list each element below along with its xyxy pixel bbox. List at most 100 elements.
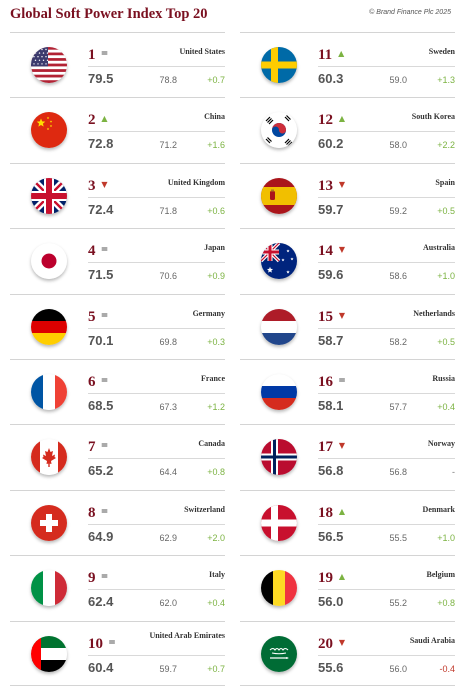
rank-value: 12 (318, 112, 333, 129)
rank-value: 3 (88, 177, 96, 194)
score-change: +0.8 (437, 598, 455, 609)
score-change: +0.6 (207, 205, 225, 216)
country-name: Spain (435, 177, 455, 187)
score-2024: 55.5 (389, 532, 407, 543)
row-divider (318, 327, 455, 329)
score-2025: 56.0 (318, 594, 344, 610)
rank-number: 17 ▼ (318, 438, 347, 455)
country-name: Germany (192, 308, 225, 318)
rank-unchanged-icon: = (100, 441, 109, 452)
rank-value: 10 (88, 635, 103, 652)
score-2025: 60.3 (318, 71, 344, 86)
flag-sweden-icon (261, 47, 297, 83)
score-change: - (452, 467, 455, 478)
rank-value: 20 (318, 635, 333, 652)
rank-unchanged-icon: = (338, 375, 346, 386)
score-2024: 56.8 (389, 467, 407, 478)
country-name: Switzerland (184, 504, 225, 514)
rank-value: 2 (88, 112, 96, 129)
ranking-row: 15 ▼ Netherlands 58.7 58.2 +0.5 (240, 293, 455, 359)
rank-up-icon: ▲ (101, 114, 108, 124)
country-name: Italy (209, 570, 225, 580)
score-change: +2.0 (207, 532, 225, 543)
flag-spain-icon (261, 177, 297, 214)
score-2024: 59.2 (389, 205, 407, 216)
flag-united-states-icon (31, 47, 67, 83)
flag-south-korea-icon (261, 112, 297, 149)
ranking-row: 11 ▲ Sweden 60.3 59.0 +1.3 (240, 32, 455, 97)
score-change: +0.5 (437, 336, 455, 347)
rank-number: 19 ▲ (318, 569, 347, 586)
row-divider (318, 458, 455, 460)
rank-down-icon: ▼ (338, 245, 346, 255)
score-2024: 64.4 (159, 467, 177, 478)
row-divider (318, 262, 455, 264)
rank-number: 7 = (88, 438, 110, 455)
ranking-row: 19 ▲ Belgium 56.0 55.2 +0.8 (240, 555, 455, 620)
score-2024: 62.9 (159, 532, 177, 543)
score-2025: 72.4 (88, 201, 114, 217)
row-divider (318, 66, 455, 67)
score-2024: 78.8 (159, 75, 177, 85)
ranking-row: 9 = Italy 62.4 62.0 +0.4 (10, 555, 225, 620)
rank-value: 8 (88, 504, 96, 521)
score-change: +0.7 (207, 663, 225, 674)
score-2024: 59.0 (389, 75, 407, 85)
rank-value: 5 (88, 308, 96, 325)
score-2024: 55.2 (389, 598, 407, 609)
row-divider (318, 131, 455, 133)
rank-number: 3 ▼ (88, 177, 110, 194)
score-2024: 62.0 (159, 598, 177, 609)
country-name: Canada (198, 439, 225, 449)
ranking-row: 4 = Japan 71.5 70.6 +0.9 (10, 228, 225, 293)
row-divider (88, 327, 225, 329)
score-2024: 57.7 (389, 401, 407, 412)
score-change: +0.4 (437, 401, 455, 412)
score-change: +2.2 (437, 140, 455, 151)
score-2025: 65.2 (88, 463, 114, 479)
score-2024: 59.7 (159, 663, 177, 674)
row-divider (88, 66, 225, 67)
flag-germany-icon (31, 308, 67, 345)
score-2025: 79.5 (88, 71, 114, 86)
score-2025: 56.5 (318, 528, 344, 544)
flag-uae-icon (31, 635, 67, 672)
flag-japan-icon (31, 243, 67, 280)
rank-number: 10 = (88, 635, 117, 652)
country-name: Saudi Arabia (409, 635, 455, 645)
country-name: Denmark (422, 504, 455, 514)
rank-unchanged-icon: = (100, 245, 109, 256)
score-2025: 55.6 (318, 659, 344, 675)
flag-italy-icon (31, 570, 67, 607)
rank-number: 18 ▲ (318, 504, 347, 521)
row-divider (318, 589, 455, 591)
ranking-row: 20 ▼ Saudi Arabia 55.6 56.0 -0.4 (240, 620, 455, 686)
score-change: -0.4 (439, 663, 455, 674)
row-divider (88, 262, 225, 264)
rank-up-icon: ▲ (338, 572, 346, 582)
country-name: France (201, 373, 225, 383)
score-2025: 62.4 (88, 594, 114, 610)
flag-denmark-icon (261, 504, 297, 541)
flag-norway-icon (261, 439, 297, 476)
country-name: United Kingdom (167, 177, 225, 187)
country-name: United States (179, 47, 225, 56)
score-2025: 56.8 (318, 463, 344, 479)
row-divider (318, 654, 455, 656)
score-2025: 71.5 (88, 267, 114, 283)
ranking-row: 18 ▲ Denmark 56.5 55.5 +1.0 (240, 489, 455, 555)
score-change: +1.0 (437, 271, 455, 282)
country-name: Russia (432, 373, 455, 383)
country-name: South Korea (411, 112, 455, 122)
flag-saudi-arabia-icon (261, 635, 297, 672)
row-divider (318, 392, 455, 394)
row-divider (318, 196, 455, 198)
ranking-row: 8 = Switzerland 64.9 62.9 +2.0 (10, 489, 225, 555)
flag-united-kingdom-icon (31, 177, 67, 214)
rank-value: 4 (88, 243, 96, 260)
rank-number: 1 = (88, 46, 110, 63)
rank-number: 12 ▲ (318, 111, 347, 128)
rank-number: 6 = (88, 373, 110, 390)
row-divider (88, 131, 225, 133)
score-change: +1.2 (207, 401, 225, 412)
